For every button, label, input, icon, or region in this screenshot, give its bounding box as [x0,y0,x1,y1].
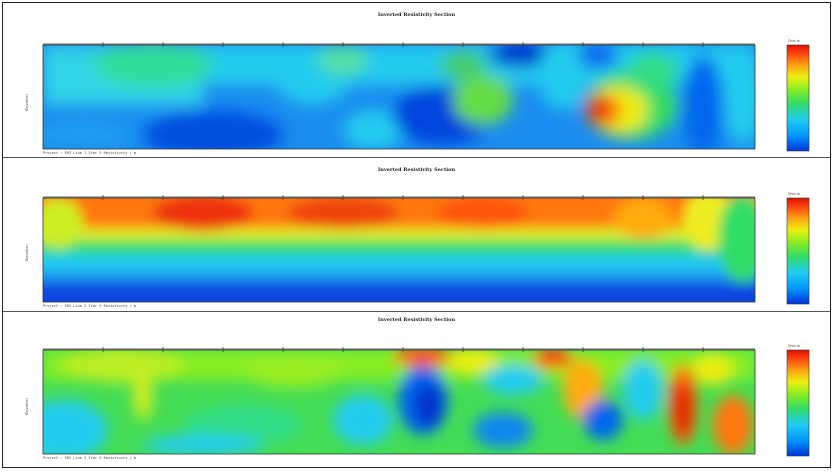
section-2-ylabel: Elevation [25,244,29,261]
section-2-footer: Project : ERI Line 2 Iter 5 Resistivity … [43,304,137,308]
section-1-image [42,44,756,150]
section-3-legend-title: Ohm-m [788,344,800,348]
section-3-ylabel: Elevation [25,398,29,415]
section-1-title: Inverted Resistivity Section [377,12,456,18]
section-2-legend-title: Ohm-m [788,192,800,196]
section-2-image [42,197,756,303]
section-1-legend-title: Ohm-m [788,39,800,43]
section-3-colorbar [786,349,810,457]
section-1-colorbar [786,44,810,152]
section-1-footer: Project : ERI Line 1 Iter 5 Resistivity … [43,151,137,155]
section-2-ticks [43,195,755,200]
section-3-footer: Project : ERI Line 3 Iter 5 Resistivity … [43,456,137,460]
section-2-colorbar [786,197,810,305]
section-2-title: Inverted Resistivity Section [377,167,456,173]
section-3-image [42,349,756,455]
section-3-title: Inverted Resistivity Section [377,317,456,323]
section-divider-1 [3,157,830,158]
section-3-ticks [43,347,755,352]
section-1-ylabel: Elevation [25,94,29,111]
section-1-ticks [43,42,755,47]
section-divider-2 [3,311,830,312]
